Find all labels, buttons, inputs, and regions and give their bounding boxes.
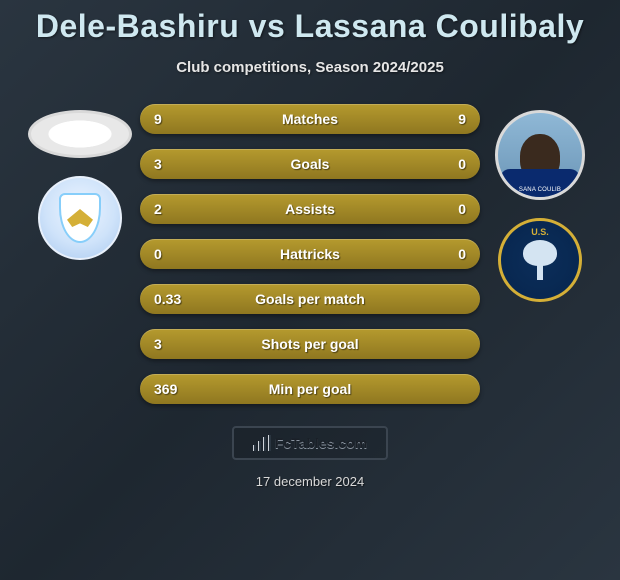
- bars-icon: [253, 435, 271, 451]
- stat-left-value: 369: [154, 381, 192, 397]
- jersey-name: SANA COULIB: [500, 185, 580, 195]
- left-club-badge: [38, 176, 122, 260]
- stat-left-value: 0: [154, 246, 192, 262]
- club-us-text: U.S.: [531, 227, 549, 237]
- content-row: 9 Matches 9 3 Goals 0 2 Assists 0 0 Hatt…: [0, 104, 620, 404]
- stat-label: Min per goal: [192, 381, 428, 397]
- stat-row: 2 Assists 0: [140, 194, 480, 224]
- tree-trunk-icon: [537, 262, 543, 280]
- stat-right-value: 9: [428, 111, 466, 127]
- page-subtitle: Club competitions, Season 2024/2025: [176, 59, 444, 76]
- stat-left-value: 0.33: [154, 291, 192, 307]
- right-player-avatar: SANA COULIB: [495, 110, 585, 200]
- stat-row: 369 Min per goal: [140, 374, 480, 404]
- eagle-icon: [67, 209, 93, 227]
- stat-row: 3 Shots per goal: [140, 329, 480, 359]
- stat-left-value: 9: [154, 111, 192, 127]
- left-player-avatar: [28, 110, 132, 158]
- stat-row: 0.33 Goals per match: [140, 284, 480, 314]
- right-player-column: SANA COULIB U.S.: [480, 104, 600, 302]
- lecce-tree-icon: [523, 240, 557, 280]
- stat-row: 3 Goals 0: [140, 149, 480, 179]
- stat-label: Goals per match: [192, 291, 428, 307]
- stat-label: Assists: [192, 201, 428, 217]
- lazio-shield-icon: [59, 193, 101, 243]
- stat-right-value: 0: [428, 246, 466, 262]
- stat-label: Matches: [192, 111, 428, 127]
- stat-left-value: 2: [154, 201, 192, 217]
- site-logo[interactable]: FcTables.com: [232, 426, 388, 460]
- comparison-card: Dele-Bashiru vs Lassana Coulibaly Club c…: [0, 0, 620, 580]
- stat-label: Shots per goal: [192, 336, 428, 352]
- stat-row: 9 Matches 9: [140, 104, 480, 134]
- right-club-badge: U.S.: [498, 218, 582, 302]
- stat-right-value: 0: [428, 201, 466, 217]
- stat-left-value: 3: [154, 156, 192, 172]
- page-title: Dele-Bashiru vs Lassana Coulibaly: [36, 8, 584, 45]
- stat-label: Hattricks: [192, 246, 428, 262]
- left-player-column: [20, 104, 140, 260]
- date-label: 17 december 2024: [256, 474, 364, 489]
- stats-list: 9 Matches 9 3 Goals 0 2 Assists 0 0 Hatt…: [140, 104, 480, 404]
- stat-left-value: 3: [154, 336, 192, 352]
- stat-right-value: 0: [428, 156, 466, 172]
- logo-text: FcTables.com: [275, 435, 367, 451]
- stat-label: Goals: [192, 156, 428, 172]
- stat-row: 0 Hattricks 0: [140, 239, 480, 269]
